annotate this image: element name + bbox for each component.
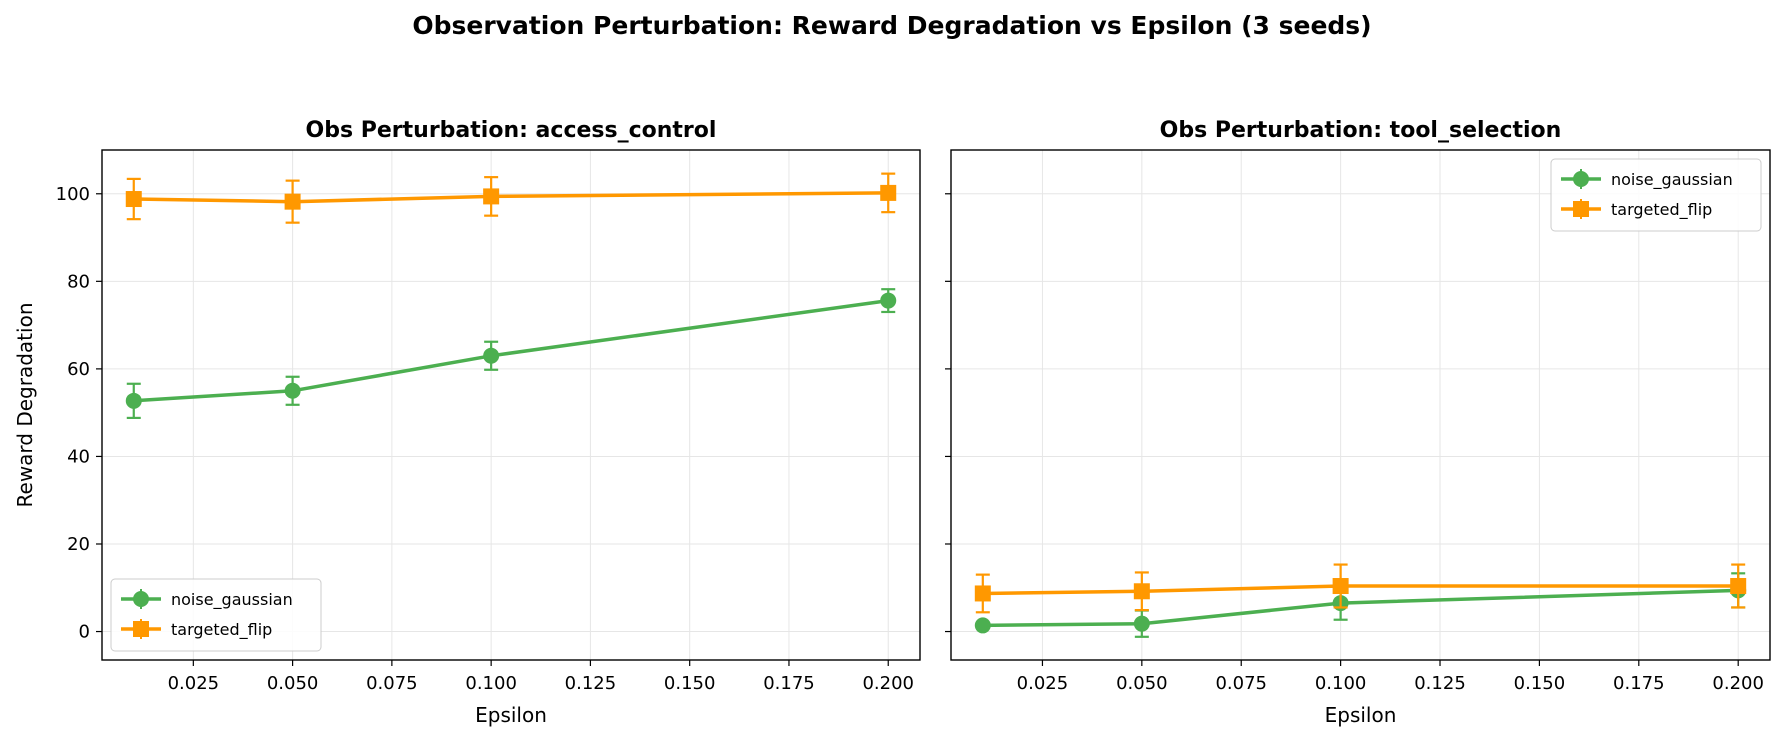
series-noise_gaussian: [125, 288, 897, 420]
legend-marker: [133, 621, 149, 637]
x-axis-label: Epsilon: [475, 703, 547, 727]
y-tick-label: 60: [67, 359, 90, 380]
x-tick-label: 0.100: [1315, 673, 1367, 694]
series-line: [133, 298, 889, 403]
series-line: [982, 588, 1739, 628]
data-point: [125, 191, 142, 208]
x-axis-label: Epsilon: [1325, 703, 1397, 727]
data-point: [974, 585, 991, 602]
chart-panel-1: 0.025 0.050 0.075 0.100 0.125 0.150 0.175 0.200…: [13, 118, 921, 727]
legend-marker: [1573, 201, 1589, 217]
data-point: [1730, 578, 1747, 595]
legend-label: targeted_flip: [171, 620, 272, 640]
data-point: [1332, 578, 1349, 595]
data-point: [284, 382, 301, 399]
legend-label: noise_gaussian: [1611, 170, 1733, 190]
series-targeted_flip: [974, 563, 1747, 614]
data-point: [483, 347, 500, 364]
panel-title: Obs Perturbation: tool_selection: [1160, 118, 1562, 143]
plot-frame: [950, 149, 1771, 661]
data-point: [1133, 615, 1150, 632]
legend: noise_gaussian targeted_flip: [1550, 158, 1762, 232]
legend-label: targeted_flip: [1611, 200, 1712, 220]
data-point: [1133, 583, 1150, 600]
plot-frame: [101, 149, 921, 661]
panel-title: Obs Perturbation: access_control: [306, 118, 717, 143]
y-tick-label: 100: [56, 184, 90, 205]
series-line: [133, 191, 889, 204]
data-point: [974, 617, 991, 634]
data-point: [880, 292, 897, 309]
x-tick-label: 0.175: [1613, 673, 1665, 694]
series-line: [982, 584, 1739, 596]
data-point: [880, 184, 897, 201]
data-point: [284, 193, 301, 210]
x-tick-label: 0.150: [664, 673, 716, 694]
legend-marker: [1573, 171, 1589, 187]
data-point: [483, 188, 500, 205]
y-axis-label: Reward Degradation: [13, 303, 37, 508]
x-tick-label: 0.200: [1712, 673, 1764, 694]
x-tick-label: 0.150: [1514, 673, 1566, 694]
x-tick-label: 0.050: [1116, 673, 1168, 694]
x-tick-label: 0.025: [168, 673, 220, 694]
legend-marker: [133, 591, 149, 607]
data-point: [125, 392, 142, 409]
x-tick-label: 0.125: [565, 673, 617, 694]
series-targeted_flip: [125, 172, 897, 224]
x-tick-label: 0.025: [1017, 673, 1069, 694]
series-noise_gaussian: [974, 572, 1747, 638]
legend-box: [1550, 158, 1762, 232]
x-tick-label: 0.075: [366, 673, 418, 694]
figure-suptitle: Observation Perturbation: Reward Degrada…: [412, 11, 1371, 40]
y-tick-label: 0: [79, 622, 90, 643]
x-tick-label: 0.050: [267, 673, 319, 694]
x-tick-label: 0.075: [1215, 673, 1267, 694]
y-tick-label: 20: [67, 534, 90, 555]
y-tick-label: 40: [67, 446, 90, 467]
y-tick-label: 80: [67, 271, 90, 292]
x-tick-label: 0.125: [1414, 673, 1466, 694]
legend: noise_gaussian targeted_flip: [110, 578, 322, 652]
x-tick-label: 0.175: [763, 673, 815, 694]
chart-panel-2: 0.025 0.050 0.075 0.100 0.125 0.150 0.175 0.200…: [945, 118, 1771, 727]
legend-label: noise_gaussian: [171, 590, 293, 610]
x-tick-label: 0.200: [862, 673, 914, 694]
legend-box: [110, 578, 322, 652]
x-tick-label: 0.100: [465, 673, 517, 694]
